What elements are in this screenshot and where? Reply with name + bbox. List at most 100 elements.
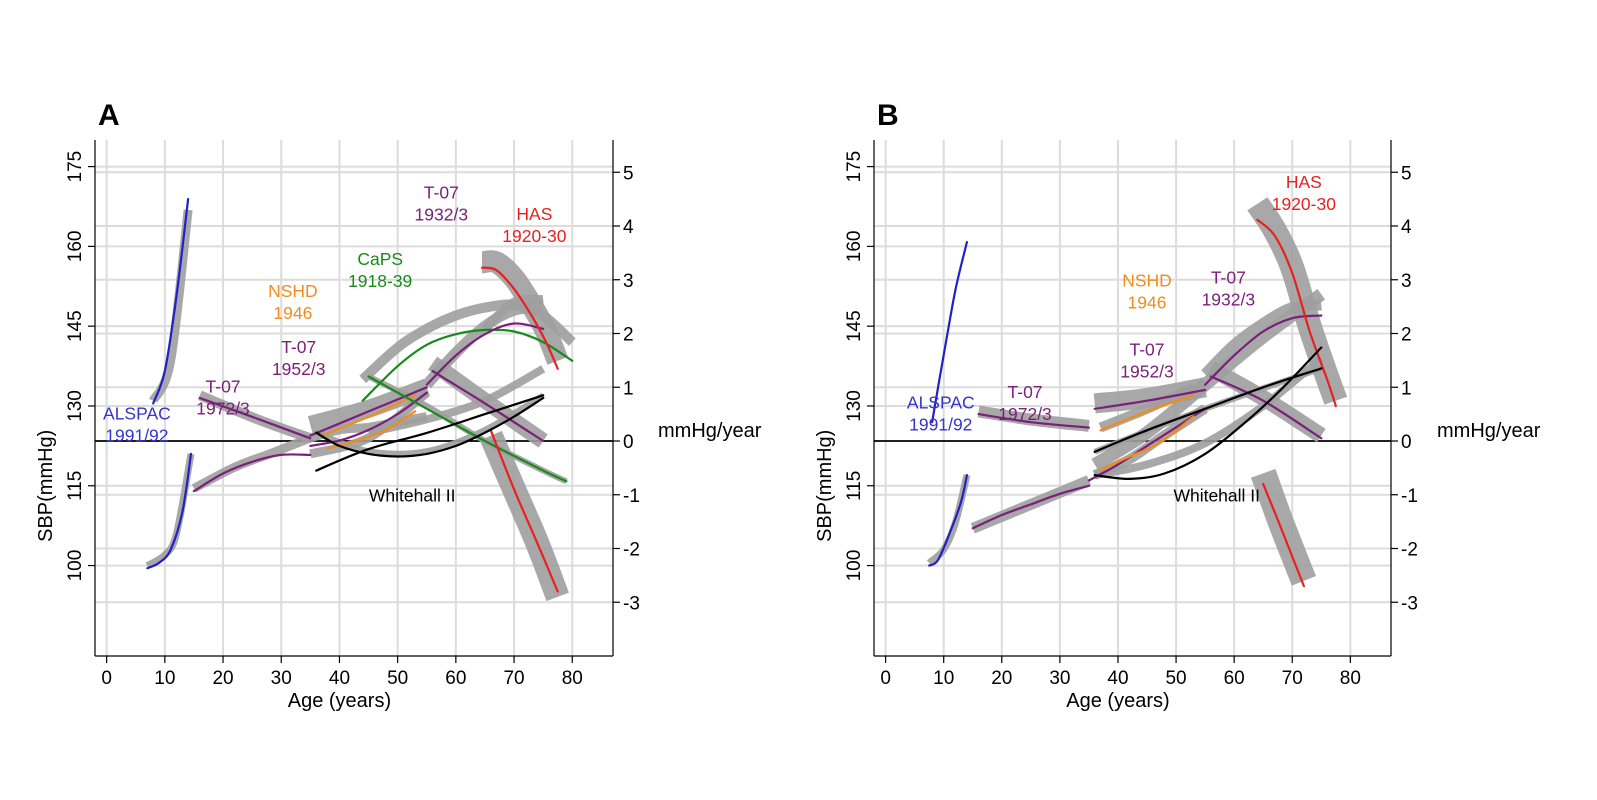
cohort-label-has-1920-30: HAS 1920-30 [502, 204, 566, 246]
cohort-label-alspac-1991-92: ALSPAC 1991/92 [907, 393, 975, 435]
y2-tick-label: 2 [1401, 325, 1412, 346]
x-tick-label: 50 [1165, 668, 1186, 689]
slope-curve-t-07-1952-3 [309, 386, 428, 437]
y-tick-label: 175 [844, 151, 865, 183]
slope-curve-t-07-1952-3 [1093, 388, 1207, 410]
y2-axis-title: mmHg/year [658, 420, 762, 442]
cohort-label-line: 1991/92 [105, 425, 168, 445]
sbp-confidence-band [1093, 355, 1324, 480]
cohort-label-line: ALSPAC [103, 403, 171, 423]
cohort-label-line: T-07 [1008, 382, 1043, 402]
slope-curve-t-07-1932-3 [431, 370, 545, 443]
x-tick-label: 20 [212, 668, 233, 689]
y-tick-label: 145 [65, 310, 86, 342]
cohort-label-line: T-07 [281, 337, 316, 357]
y2-tick-label: -1 [623, 486, 640, 507]
cohort-label-whitehall-ii: Whitehall II [1173, 486, 1260, 506]
cohort-label-line: 1952/3 [272, 359, 326, 379]
cohort-label-t-07-1972-3: T-07 1972/3 [196, 377, 250, 419]
y2-tick-label: 5 [1401, 163, 1412, 184]
y-tick-label: 100 [844, 550, 865, 582]
sbp-curve-has-1920-30 [1256, 218, 1337, 408]
x-tick-label: 30 [271, 668, 292, 689]
panel-b: 0 10 20 30 40 50 60 70 80100115130145160175-3-2-… [814, 99, 1541, 712]
x-tick-label: 10 [933, 668, 954, 689]
sbp-curve-t-07-1932-3 [1204, 314, 1323, 386]
y-axis-title: SBP(mmHg) [35, 430, 57, 542]
slope-curve-whitehall-ii [1093, 367, 1323, 453]
y-tick-label: 175 [65, 151, 86, 183]
sbp-curve-nshd-1946 [1099, 415, 1195, 471]
sbp-confidence-band [367, 365, 546, 437]
x-tick-label: 60 [445, 668, 466, 689]
sbp-curve-alspac-1991-92 [146, 452, 193, 570]
panel-letter: A [98, 99, 120, 132]
cohort-label-t-07-1952-3: T-07 1952/3 [272, 337, 326, 379]
sbp-curve-t-07-1932-3 [425, 322, 545, 386]
slope-curve-has-1920-30 [1262, 482, 1305, 588]
x-tick-label: 40 [1107, 668, 1128, 689]
y-tick-label: 115 [844, 471, 865, 501]
slope-confidence-band [1098, 382, 1196, 433]
y2-tick-label: 0 [1401, 432, 1412, 453]
slope-confidence-band [977, 405, 1090, 432]
cohort-label-t-07-1932-3: T-07 1932/3 [1202, 268, 1256, 310]
cohort-label-line: HAS [516, 204, 552, 224]
cohort-label-line: 1972/3 [998, 404, 1052, 424]
cohort-label-nshd-1946: NSHD 1946 [268, 281, 318, 323]
slope-curve-whitehall-ii [315, 394, 545, 472]
y-tick-label: 130 [65, 390, 86, 422]
cohort-label-line: 1952/3 [1120, 361, 1174, 381]
sbp-curve-t-07-1952-3 [1087, 407, 1207, 482]
y-tick-label: 160 [65, 231, 86, 263]
slope-confidence-band [1250, 468, 1316, 586]
cohort-label-line: NSHD [268, 281, 318, 301]
x-tick-label: 50 [387, 668, 408, 689]
cohort-label-line: 1932/3 [415, 205, 469, 225]
x-tick-label: 80 [562, 668, 583, 689]
x-tick-label: 0 [101, 668, 112, 689]
cohort-label-t-07-1952-3: T-07 1952/3 [1120, 339, 1174, 381]
cohort-label-line: T-07 [1211, 268, 1246, 288]
y2-tick-label: -3 [1401, 593, 1418, 614]
panel-a: 0 10 20 30 40 50 60 70 80100115130145160175-3-2-… [35, 99, 762, 712]
x-tick-label: 10 [154, 668, 175, 689]
sbp-confidence-band [926, 474, 971, 566]
sbp-curve-t-07-1972-3 [971, 484, 1090, 530]
cohort-label-line: 1991/92 [909, 415, 972, 435]
cohort-label-line: 1920-30 [1272, 194, 1336, 214]
cohort-label-t-07-1972-3: T-07 1972/3 [998, 382, 1052, 424]
slope-curve-nshd-1946 [320, 394, 417, 437]
y2-tick-label: 4 [623, 217, 634, 238]
x-tick-label: 20 [991, 668, 1012, 689]
y2-tick-label: 4 [1401, 217, 1412, 238]
y2-tick-label: 1 [623, 378, 634, 399]
cohort-label-line: Whitehall II [369, 486, 456, 506]
cohort-label-line: CaPS [357, 249, 403, 269]
cohort-label-caps-1918-39: CaPS 1918-39 [348, 249, 412, 291]
y2-tick-label: -2 [1401, 540, 1418, 561]
slope-curve-has-1920-30 [489, 429, 559, 593]
x-tick-label: 0 [880, 668, 891, 689]
cohort-label-whitehall-ii: Whitehall II [369, 486, 456, 506]
y2-tick-label: 3 [1401, 271, 1412, 292]
cohort-label-line: 1946 [273, 303, 312, 323]
cohort-label-line: Whitehall II [1173, 486, 1260, 506]
x-tick-label: 40 [329, 668, 350, 689]
sbp-curve-whitehall-ii [315, 396, 545, 458]
x-tick-label: 30 [1049, 668, 1070, 689]
y-axis-title: SBP(mmHg) [814, 430, 836, 542]
slope-curve-nshd-1946 [1099, 394, 1195, 432]
cohort-label-line: T-07 [206, 377, 241, 397]
cohort-label-line: T-07 [1130, 339, 1165, 359]
sbp-curve-t-07-1952-3 [309, 391, 428, 447]
cohort-label-line: ALSPAC [907, 393, 975, 413]
y2-tick-label: -3 [623, 593, 640, 614]
y-tick-label: 160 [844, 231, 865, 263]
sbp-curve-alspac-1991-92 [928, 474, 968, 567]
cohort-label-nshd-1946: NSHD 1946 [1122, 270, 1172, 312]
slope-curve-t-07-1932-3 [1209, 375, 1323, 440]
y2-axis-title: mmHg/year [1437, 420, 1541, 442]
cohort-label-line: 1918-39 [348, 271, 412, 291]
